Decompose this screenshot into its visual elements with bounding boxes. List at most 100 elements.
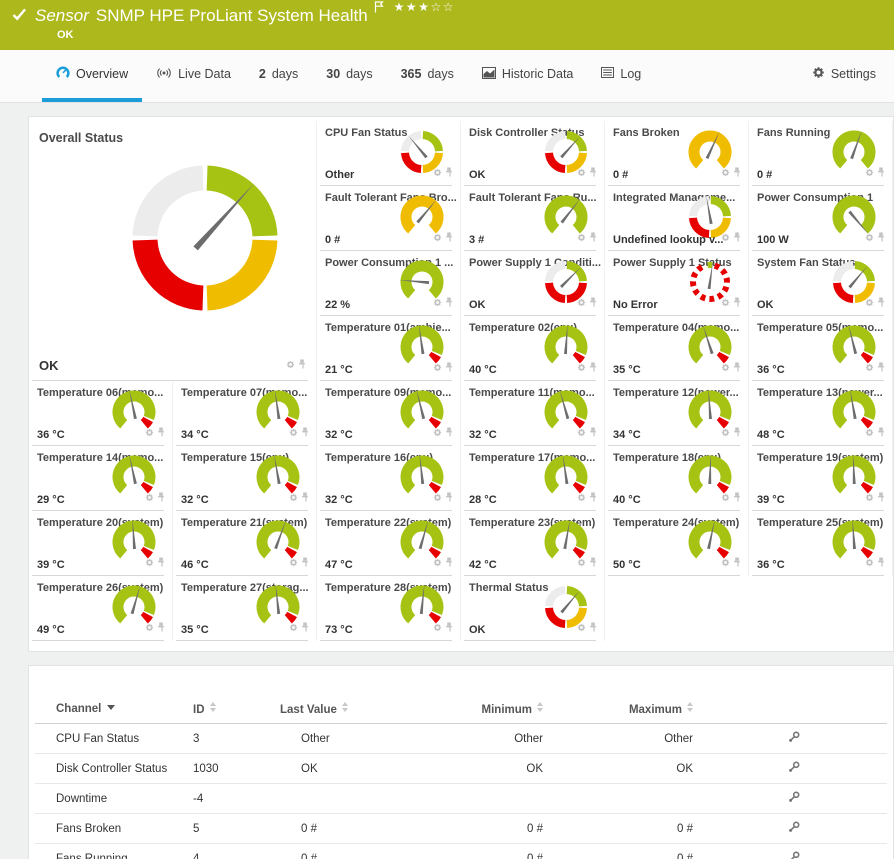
channel-settings-wrench-icon[interactable] bbox=[788, 791, 800, 806]
gauge-settings-gear-icon[interactable] bbox=[289, 619, 298, 637]
gauge-pin-icon[interactable] bbox=[877, 489, 885, 507]
gauge-settings-gear-icon[interactable] bbox=[433, 489, 442, 507]
gauge-settings-gear-icon[interactable] bbox=[721, 424, 730, 442]
gauge-settings-gear-icon[interactable] bbox=[865, 164, 874, 182]
gauge-settings-gear-icon[interactable] bbox=[721, 554, 730, 572]
gauge-settings-gear-icon[interactable] bbox=[577, 619, 586, 637]
gauge-settings-gear-icon[interactable] bbox=[289, 489, 298, 507]
gauge-pin-icon[interactable] bbox=[733, 164, 741, 182]
gauge-pin-icon[interactable] bbox=[157, 489, 165, 507]
gauge-pin-icon[interactable] bbox=[445, 619, 453, 637]
gauge-pin-icon[interactable] bbox=[877, 359, 885, 377]
gauge-pin-icon[interactable] bbox=[301, 619, 309, 637]
gauge-pin-icon[interactable] bbox=[298, 356, 306, 374]
gauge-pin-icon[interactable] bbox=[733, 359, 741, 377]
gauge-settings-gear-icon[interactable] bbox=[145, 619, 154, 637]
gauge-value: 29 °C bbox=[37, 494, 65, 506]
gauge-pin-icon[interactable] bbox=[445, 294, 453, 312]
gauge-pin-icon[interactable] bbox=[733, 229, 741, 247]
gauge-pin-icon[interactable] bbox=[877, 294, 885, 312]
gauge-settings-gear-icon[interactable] bbox=[577, 359, 586, 377]
gauge-pin-icon[interactable] bbox=[157, 424, 165, 442]
gauge-pin-icon[interactable] bbox=[589, 619, 597, 637]
gauge-settings-gear-icon[interactable] bbox=[286, 356, 295, 374]
gauge-pin-icon[interactable] bbox=[733, 489, 741, 507]
gauge-pin-icon[interactable] bbox=[301, 489, 309, 507]
gauge-settings-gear-icon[interactable] bbox=[145, 554, 154, 572]
column-header-minimum[interactable]: Minimum bbox=[440, 696, 550, 724]
gauge-settings-gear-icon[interactable] bbox=[577, 489, 586, 507]
gauge-pin-icon[interactable] bbox=[589, 554, 597, 572]
gauge-pin-icon[interactable] bbox=[445, 359, 453, 377]
gauge-settings-gear-icon[interactable] bbox=[721, 489, 730, 507]
gauge-settings-gear-icon[interactable] bbox=[433, 359, 442, 377]
gauge-settings-gear-icon[interactable] bbox=[577, 229, 586, 247]
gauge-settings-gear-icon[interactable] bbox=[865, 554, 874, 572]
gauge-pin-icon[interactable] bbox=[877, 554, 885, 572]
gauge-settings-gear-icon[interactable] bbox=[433, 619, 442, 637]
gauge-pin-icon[interactable] bbox=[157, 554, 165, 572]
channel-settings-wrench-icon[interactable] bbox=[788, 761, 800, 776]
gauge-pin-icon[interactable] bbox=[445, 489, 453, 507]
gauge-settings-gear-icon[interactable] bbox=[577, 554, 586, 572]
tab-live-data[interactable]: Live Data bbox=[142, 50, 245, 102]
flag-icon[interactable] bbox=[374, 0, 384, 18]
gauge-pin-icon[interactable] bbox=[445, 164, 453, 182]
gauge-pin-icon[interactable] bbox=[877, 164, 885, 182]
gauge-pin-icon[interactable] bbox=[733, 424, 741, 442]
gauge-pin-icon[interactable] bbox=[445, 229, 453, 247]
gauge-settings-gear-icon[interactable] bbox=[145, 424, 154, 442]
column-header-id[interactable]: ID bbox=[193, 696, 280, 724]
gauge-pin-icon[interactable] bbox=[589, 294, 597, 312]
gauge-pin-icon[interactable] bbox=[589, 229, 597, 247]
channel-settings-wrench-icon[interactable] bbox=[788, 821, 800, 836]
gauge-settings-gear-icon[interactable] bbox=[865, 229, 874, 247]
gauge-dial bbox=[256, 454, 300, 494]
gauge-pin-icon[interactable] bbox=[877, 229, 885, 247]
gauge-settings-gear-icon[interactable] bbox=[433, 554, 442, 572]
gauge-settings-gear-icon[interactable] bbox=[865, 359, 874, 377]
tab-overview[interactable]: Overview bbox=[42, 50, 143, 102]
gauge-settings-gear-icon[interactable] bbox=[433, 294, 442, 312]
gauge-pin-icon[interactable] bbox=[877, 424, 885, 442]
gauge-settings-gear-icon[interactable] bbox=[577, 424, 586, 442]
tab-log[interactable]: Log bbox=[587, 50, 655, 102]
gauge-settings-gear-icon[interactable] bbox=[865, 294, 874, 312]
gauge-settings-gear-icon[interactable] bbox=[433, 164, 442, 182]
column-header-last-value[interactable]: Last Value bbox=[280, 696, 440, 724]
gauge-settings-gear-icon[interactable] bbox=[721, 359, 730, 377]
gauge-pin-icon[interactable] bbox=[445, 554, 453, 572]
tab-historic-data[interactable]: Historic Data bbox=[468, 50, 588, 102]
tab-settings[interactable]: Settings bbox=[798, 50, 890, 102]
gauge-settings-gear-icon[interactable] bbox=[721, 229, 730, 247]
gauge-pin-icon[interactable] bbox=[733, 554, 741, 572]
column-header-maximum[interactable]: Maximum bbox=[550, 696, 700, 724]
tab-2-days[interactable]: 2 days bbox=[245, 50, 312, 102]
gauge-pin-icon[interactable] bbox=[301, 554, 309, 572]
gauge-pin-icon[interactable] bbox=[589, 489, 597, 507]
gauge-settings-gear-icon[interactable] bbox=[865, 489, 874, 507]
gauge-pin-icon[interactable] bbox=[589, 164, 597, 182]
gauge-settings-gear-icon[interactable] bbox=[433, 424, 442, 442]
gauge-pin-icon[interactable] bbox=[733, 294, 741, 312]
column-header-channel[interactable]: Channel bbox=[35, 696, 193, 724]
gauge-pin-icon[interactable] bbox=[157, 619, 165, 637]
gauge-pin-icon[interactable] bbox=[445, 424, 453, 442]
gauge-settings-gear-icon[interactable] bbox=[289, 554, 298, 572]
priority-stars[interactable]: ★★★☆☆ bbox=[393, 0, 455, 14]
channel-settings-wrench-icon[interactable] bbox=[788, 851, 800, 859]
gauge-settings-gear-icon[interactable] bbox=[145, 489, 154, 507]
channel-settings-wrench-icon[interactable] bbox=[788, 731, 800, 746]
gauge-settings-gear-icon[interactable] bbox=[721, 294, 730, 312]
gauge-settings-gear-icon[interactable] bbox=[577, 294, 586, 312]
gauge-settings-gear-icon[interactable] bbox=[721, 164, 730, 182]
tab-365-days[interactable]: 365 days bbox=[387, 50, 468, 102]
gauge-pin-icon[interactable] bbox=[301, 424, 309, 442]
gauge-settings-gear-icon[interactable] bbox=[289, 424, 298, 442]
gauge-pin-icon[interactable] bbox=[589, 359, 597, 377]
tab-30-days[interactable]: 30 days bbox=[312, 50, 386, 102]
gauge-settings-gear-icon[interactable] bbox=[433, 229, 442, 247]
gauge-settings-gear-icon[interactable] bbox=[865, 424, 874, 442]
gauge-pin-icon[interactable] bbox=[589, 424, 597, 442]
gauge-settings-gear-icon[interactable] bbox=[577, 164, 586, 182]
